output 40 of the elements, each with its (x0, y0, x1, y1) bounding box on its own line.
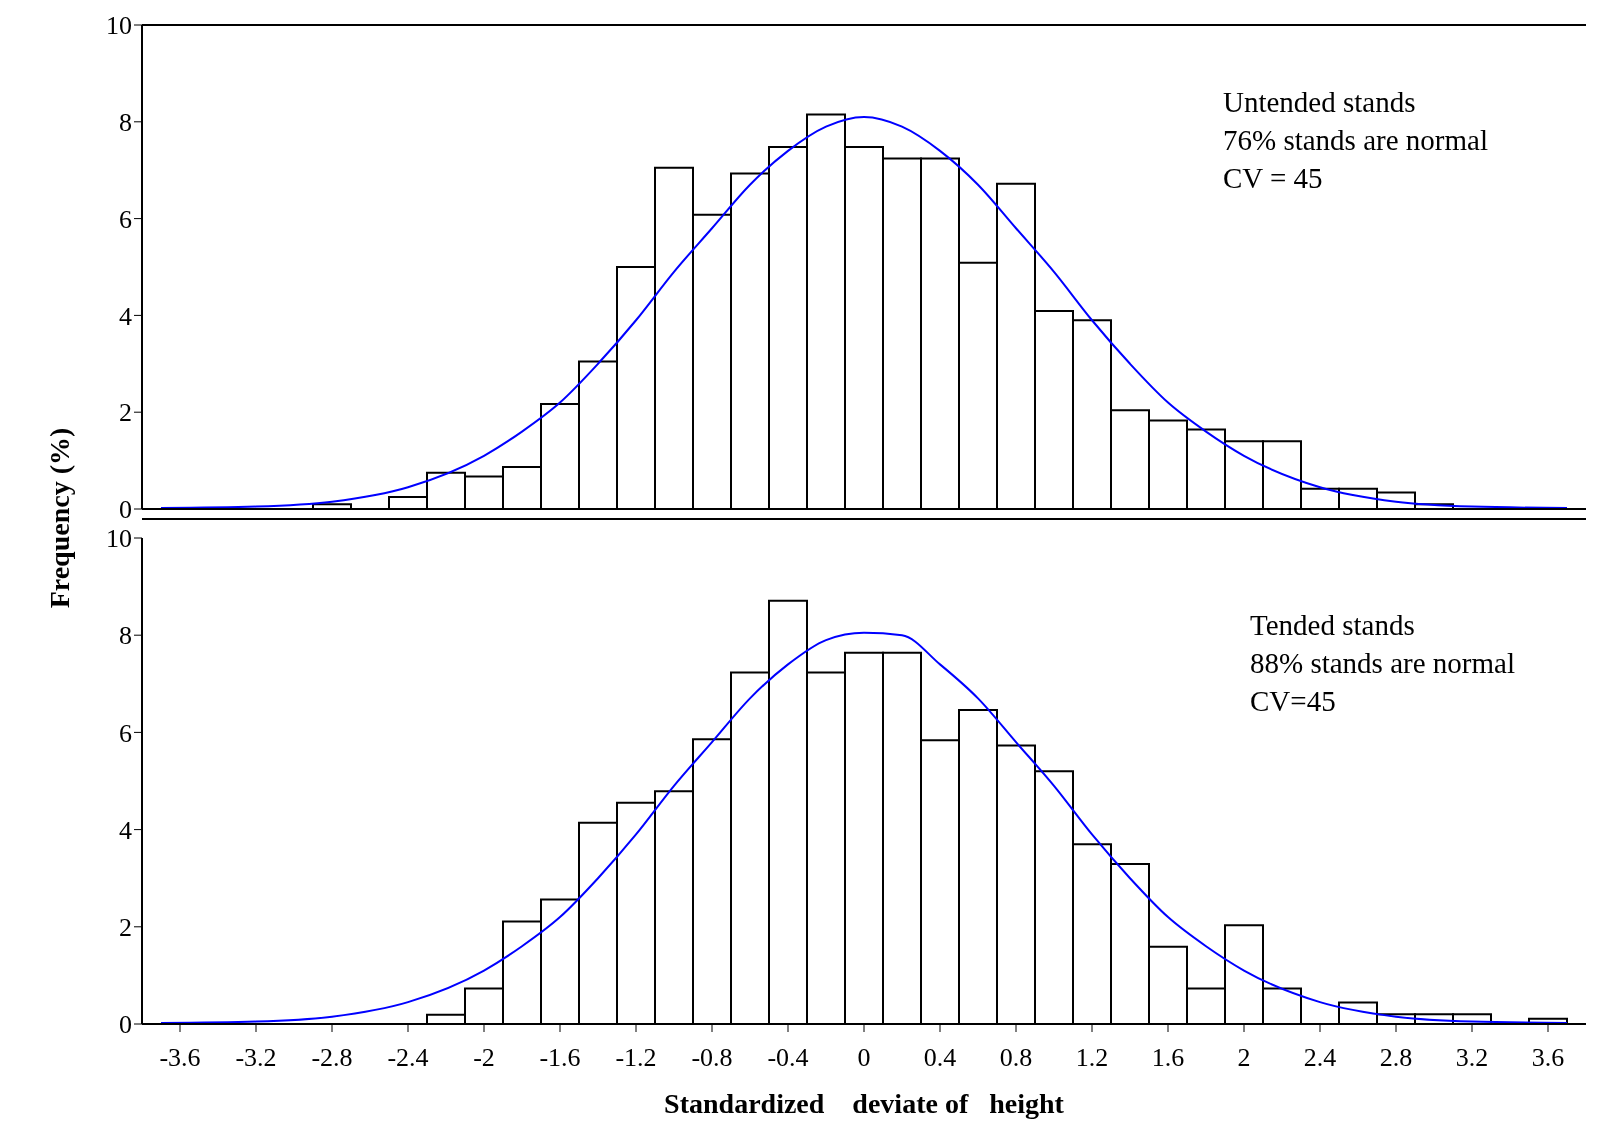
x-tick-label: 0.8 (999, 1043, 1033, 1073)
y-tick-label: 2 (119, 913, 132, 943)
line-series (160, 115, 1568, 509)
x-tick-label: 3.6 (1531, 1043, 1565, 1073)
x-tick-label: -3.6 (159, 1043, 201, 1073)
x-axis-title: Standardized deviate of height (663, 1088, 1065, 1120)
y-tick-label: 0 (119, 1010, 132, 1040)
x-tick-label: 2 (1237, 1043, 1251, 1073)
x-tick-label: -0.8 (691, 1043, 733, 1073)
x-tick-label: -0.4 (767, 1043, 809, 1073)
x-tick-label: 2.8 (1379, 1043, 1413, 1073)
x-tick-label: -1.2 (615, 1043, 657, 1073)
x-tick-label: -2.8 (311, 1043, 353, 1073)
y-tick-label: 6 (119, 718, 132, 748)
annotation: 76% stands are normal (1223, 123, 1488, 158)
annotation: Tended stands (1250, 608, 1416, 643)
annotation: Untended stands (1223, 85, 1417, 120)
y-tick-label: 6 (119, 204, 132, 234)
y-axis-title: Frequency (%) (44, 427, 76, 609)
x-tick-label: -2.4 (387, 1043, 429, 1073)
y-tick-label: 8 (119, 621, 132, 651)
annotation: CV=45 (1250, 684, 1337, 719)
annotation: CV = 45 (1223, 161, 1324, 196)
y-tick-label: 2 (119, 398, 132, 428)
x-tick-label: 2.4 (1303, 1043, 1337, 1073)
x-tick-label: 1.2 (1075, 1043, 1109, 1073)
x-tick-label: -3.2 (235, 1043, 277, 1073)
y-tick-label: 8 (119, 108, 132, 138)
x-tick-label: 0.4 (923, 1043, 957, 1073)
x-tick-label: -1.6 (539, 1043, 581, 1073)
y-tick-label: 10 (106, 524, 132, 554)
x-tick-label: 1.6 (1151, 1043, 1185, 1073)
x-tick-label: 0 (857, 1043, 871, 1073)
y-tick-label: 0 (119, 495, 132, 525)
x-tick-label: 3.2 (1455, 1043, 1489, 1073)
annotation: 88% stands are normal (1250, 646, 1515, 681)
y-tick-label: 4 (119, 301, 132, 331)
y-tick-label: 10 (106, 11, 132, 41)
x-tick-label: -2 (473, 1043, 495, 1073)
y-tick-label: 4 (119, 815, 132, 845)
